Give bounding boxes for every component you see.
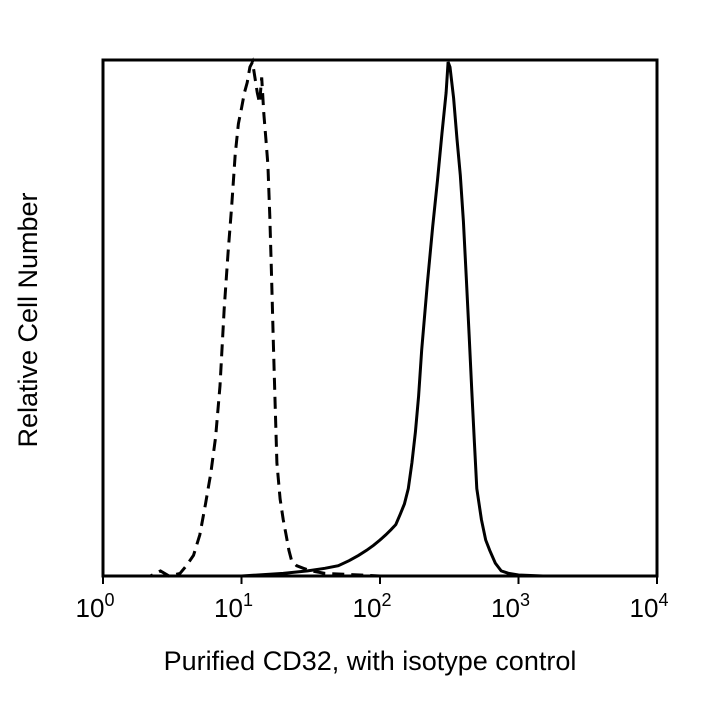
- x-tick-label-base: 10: [491, 593, 520, 623]
- x-tick-label-base: 10: [630, 593, 659, 623]
- x-tick-label-exponent: 4: [658, 590, 668, 610]
- cd32-curve: [103, 61, 657, 578]
- x-tick-label-exponent: 2: [381, 590, 391, 610]
- x-tick-label: 100: [76, 590, 115, 623]
- y-axis-title: Relative Cell Number: [13, 192, 43, 447]
- x-axis-ticks: 100 101 102 103 104: [76, 576, 669, 623]
- x-tick-label: 101: [214, 590, 253, 623]
- x-tick-label-base: 10: [76, 593, 105, 623]
- x-tick-label: 104: [630, 590, 669, 623]
- x-tick-label: 103: [491, 590, 530, 623]
- x-tick-label-base: 10: [353, 593, 382, 623]
- x-axis-title: Purified CD32, with isotype control: [164, 646, 577, 676]
- plot-curves: [103, 57, 657, 578]
- plot-frame: [101, 58, 659, 578]
- x-tick-label-exponent: 3: [520, 590, 530, 610]
- x-tick-label-base: 10: [214, 593, 243, 623]
- isotype-control-curve: [103, 57, 657, 578]
- x-tick-label-exponent: 0: [104, 590, 114, 610]
- x-tick-label: 102: [353, 590, 392, 623]
- x-tick-label-exponent: 1: [243, 590, 253, 610]
